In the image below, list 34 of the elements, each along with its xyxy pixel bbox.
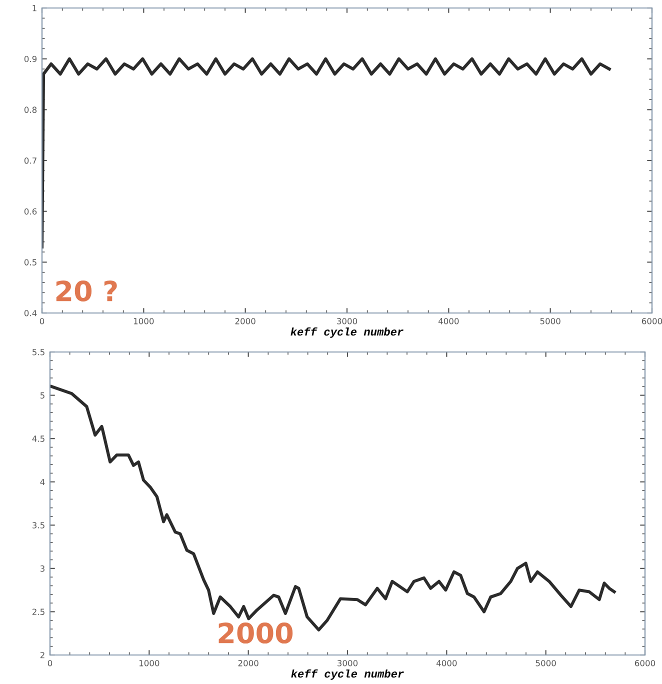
x-tick-label: 4000 [436,660,457,666]
x-tick-label: 1000 [139,660,160,666]
x-tick-label: 5000 [536,660,556,666]
x-tick-label: 0 [40,318,44,324]
y-tick-label: 0.4 [24,310,37,316]
x-axis-title: keff cycle number [291,669,404,680]
y-tick-label: 2 [40,652,44,658]
y-tick-label: 0.5 [24,259,36,266]
y-tick-label: 1 [32,5,36,12]
y-tick-label: 0.9 [24,56,37,62]
y-tick-label: 5 [40,392,44,399]
line-series [42,57,611,248]
y-tick-label: 4 [40,478,45,486]
x-tick-label: 4000 [438,318,459,324]
x-tick-label: 6000 [634,660,656,666]
y-tick-label: 3 [40,565,44,572]
y-tick-label: 5.5 [32,349,44,356]
x-tick-label: 1000 [134,318,154,324]
y-tick-label: 2.5 [32,608,44,615]
x-tick-label: 3000 [337,318,358,324]
y-tick-label: 4.5 [32,436,44,442]
x-tick-label: 2000 [238,660,258,666]
x-tick-label: 2000 [235,318,256,324]
x-tick-label: 0 [48,660,52,666]
y-tick-label: 0.6 [24,208,37,215]
x-tick-label: 3000 [338,660,358,666]
x-tick-label: 5000 [540,318,560,324]
annotation: 20 ? [56,280,117,302]
y-tick-label: 3.5 [32,522,44,528]
y-tick-label: 0.8 [24,106,37,113]
x-axis-title: keff cycle number [290,327,404,338]
annotation: 2000 [218,622,293,644]
y-tick-label: 0.7 [24,157,36,164]
x-tick-label: 6000 [642,318,662,324]
